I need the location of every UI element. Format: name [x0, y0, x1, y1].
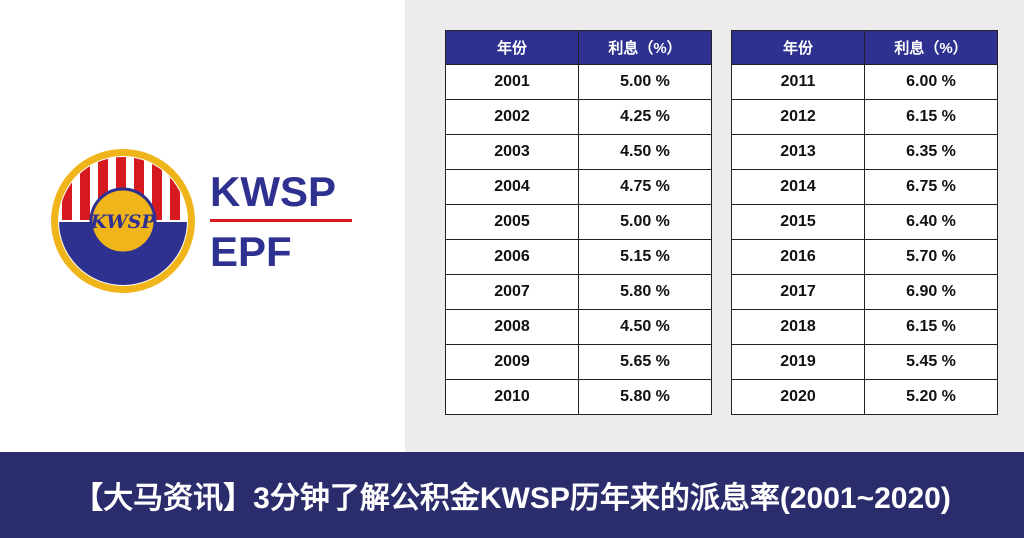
rate-cell: 4.75 %	[578, 169, 712, 205]
rate-cell: 5.45 %	[864, 344, 998, 380]
table-row: 2007 5.80 %	[445, 274, 712, 310]
table-row: 2017 6.90 %	[731, 274, 998, 310]
year-cell: 2009	[445, 344, 579, 380]
year-cell: 2010	[445, 379, 579, 415]
year-cell: 2013	[731, 134, 865, 170]
year-cell: 2003	[445, 134, 579, 170]
year-cell: 2007	[445, 274, 579, 310]
rate-cell: 5.00 %	[578, 64, 712, 100]
table-row: 2009 5.65 %	[445, 344, 712, 380]
table-row: 2010 5.80 %	[445, 379, 712, 415]
logo: KWSP KWSP EPF	[51, 149, 352, 293]
table-row: 2018 6.15 %	[731, 309, 998, 345]
header-row: 年份 利息（%）	[731, 30, 998, 65]
table-row: 2008 4.50 %	[445, 309, 712, 345]
rate-cell: 5.80 %	[578, 379, 712, 415]
table-row: 2011 6.00 %	[731, 64, 998, 100]
rate-table: 年份 利息（%） 2001 5.00 % 2002 4.25 % 2003 4.50 % 200…	[445, 30, 712, 415]
table-row: 2006 5.15 %	[445, 239, 712, 275]
rate-cell: 6.90 %	[864, 274, 998, 310]
table-row: 2015 6.40 %	[731, 204, 998, 240]
table-row: 2014 6.75 %	[731, 169, 998, 205]
year-cell: 2004	[445, 169, 579, 205]
header-cell: 利息（%）	[864, 30, 998, 65]
header-row: 年份 利息（%）	[445, 30, 712, 65]
year-cell: 2017	[731, 274, 865, 310]
table-row: 2004 4.75 %	[445, 169, 712, 205]
table-row: 2020 5.20 %	[731, 379, 998, 415]
year-cell: 2014	[731, 169, 865, 205]
year-cell: 2018	[731, 309, 865, 345]
header-cell: 年份	[445, 30, 579, 65]
table-row: 2016 5.70 %	[731, 239, 998, 275]
rate-cell: 6.00 %	[864, 64, 998, 100]
table-row: 2013 6.35 %	[731, 134, 998, 170]
rate-cell: 6.40 %	[864, 204, 998, 240]
rate-cell: 6.15 %	[864, 309, 998, 345]
rate-cell: 5.80 %	[578, 274, 712, 310]
year-cell: 2008	[445, 309, 579, 345]
table-row: 2012 6.15 %	[731, 99, 998, 135]
rate-cell: 5.70 %	[864, 239, 998, 275]
year-cell: 2006	[445, 239, 579, 275]
table-row: 2003 4.50 %	[445, 134, 712, 170]
table-row: 2019 5.45 %	[731, 344, 998, 380]
rate-cell: 4.50 %	[578, 309, 712, 345]
year-cell: 2011	[731, 64, 865, 100]
year-cell: 2001	[445, 64, 579, 100]
year-cell: 2020	[731, 379, 865, 415]
logo-kwsp: KWSP	[210, 168, 336, 215]
header-cell: 年份	[731, 30, 865, 65]
rate-cell: 6.75 %	[864, 169, 998, 205]
rate-cell: 5.20 %	[864, 379, 998, 415]
rate-cell: 4.50 %	[578, 134, 712, 170]
year-cell: 2002	[445, 99, 579, 135]
rate-table: 年份 利息（%） 2011 6.00 % 2012 6.15 % 2013 6.35 % 201…	[731, 30, 998, 415]
logo-divider	[210, 219, 352, 222]
banner-title: 【大马资讯】3分钟了解公积金KWSP历年来的派息率(2001~2020)	[0, 452, 1024, 538]
year-cell: 2019	[731, 344, 865, 380]
logo-epf: EPF	[210, 228, 292, 275]
rate-cell: 6.15 %	[864, 99, 998, 135]
table-row: 2002 4.25 %	[445, 99, 712, 135]
rate-cell: 5.65 %	[578, 344, 712, 380]
emblem-text: KWSP	[89, 211, 156, 233]
table-row: 2005 5.00 %	[445, 204, 712, 240]
header-cell: 利息（%）	[578, 30, 712, 65]
year-cell: 2005	[445, 204, 579, 240]
year-cell: 2016	[731, 239, 865, 275]
rate-cell: 5.15 %	[578, 239, 712, 275]
rate-cell: 6.35 %	[864, 134, 998, 170]
rate-cell: 4.25 %	[578, 99, 712, 135]
table-row: 2001 5.00 %	[445, 64, 712, 100]
year-cell: 2012	[731, 99, 865, 135]
rate-cell: 5.00 %	[578, 204, 712, 240]
year-cell: 2015	[731, 204, 865, 240]
